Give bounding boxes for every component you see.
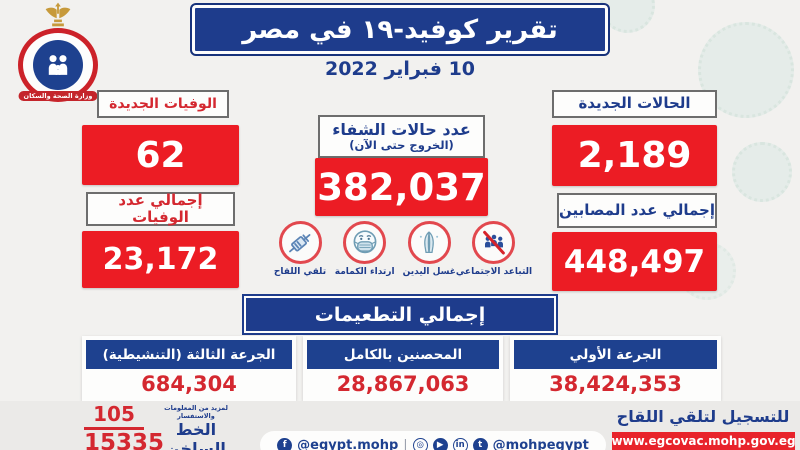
total-deaths-value: 23,172 xyxy=(82,231,239,288)
fully-vaccinated-value: 28,867,063 xyxy=(336,372,470,396)
vaccine-registration-url: www.egcovac.mohp.gov.eg xyxy=(611,432,796,450)
recovered-value: 382,037 xyxy=(315,158,488,216)
precaution-mask: ارتداء الكمامة xyxy=(334,221,396,297)
title-banner: تقرير كوفيد-١٩ في مصر xyxy=(192,5,608,54)
instagram-icon: ◎ xyxy=(412,437,428,450)
page-title: تقرير كوفيد-١٩ في مصر xyxy=(242,14,558,45)
hotline-numbers: 105 15335 xyxy=(84,402,165,450)
no-crowding-icon xyxy=(472,221,516,264)
recovered-label-main: عدد حالات الشفاء xyxy=(332,119,471,139)
new-deaths-value: 62 xyxy=(82,125,239,185)
new-deaths-label: الوفيات الجديدة xyxy=(97,90,229,118)
hotline-label: الخط الساخن xyxy=(166,420,226,450)
recovered-label: عدد حالات الشفاء (الخروج حتى الآن) xyxy=(318,115,485,158)
logo-inner-circle xyxy=(33,40,83,90)
new-cases-value: 2,189 xyxy=(552,125,717,186)
logo-ring: وزارة الصحة والسكان xyxy=(18,28,98,102)
hotline-note: لمزيد من المعلومات والاستفسار xyxy=(164,404,228,420)
facebook-icon: f xyxy=(277,437,293,450)
virus-decoration xyxy=(732,142,792,202)
new-cases-label: الحالات الجديدة xyxy=(552,90,717,118)
facebook-handle: @egypt.mohp xyxy=(297,437,399,450)
total-deaths-label: إجمالي عدد الوفيات xyxy=(86,191,235,226)
face-mask-icon xyxy=(343,221,387,264)
third-dose-label: الجرعة الثالثة (التنشيطية) xyxy=(86,340,292,369)
vaccine-syringe-icon xyxy=(278,221,322,264)
fully-vaccinated-label: المحصنين بالكامل xyxy=(307,340,499,369)
hotline-number-15335: 15335 xyxy=(84,430,165,450)
precaution-hand-washing: غسل اليدين xyxy=(398,221,460,297)
social-media-bar: f @egypt.mohp | ◎ ▶ in t @mohpegypt xyxy=(260,431,606,450)
third-dose-value: 684,304 xyxy=(141,372,237,396)
third-dose-card: الجرعة الثالثة (التنشيطية) 684,304 xyxy=(82,336,296,401)
total-cases-label: إجمالي عدد المصابين xyxy=(557,193,717,228)
eagle-of-saladin-icon xyxy=(45,2,71,27)
virus-decoration xyxy=(600,0,655,33)
recovered-label-sub: (الخروج حتى الآن) xyxy=(349,138,454,153)
precautions-row: تلقي اللقاح ارتداء الكمامة xyxy=(269,221,532,297)
precaution-social-distancing: التباعد الاجتماعي xyxy=(456,221,532,297)
vaccinations-banner: إجمالي التطعيمات xyxy=(244,296,556,333)
vaccine-registration-label: للتسجيل لتلقي اللقاح xyxy=(616,407,790,426)
hotline-number-105: 105 xyxy=(84,402,144,430)
youtube-icon: ▶ xyxy=(432,437,448,450)
family-icon xyxy=(48,55,68,75)
separator: | xyxy=(403,437,408,450)
hotline-label-block: لمزيد من المعلومات والاستفسار الخط الساخ… xyxy=(148,404,244,450)
other-social-handle: @mohpegypt xyxy=(492,437,589,450)
linkedin-icon: in xyxy=(452,437,468,450)
total-cases-value: 448,497 xyxy=(552,232,717,291)
fully-vaccinated-card: المحصنين بالكامل 28,867,063 xyxy=(303,336,503,401)
first-dose-value: 38,424,353 xyxy=(549,372,682,396)
ministry-logo: وزارة الصحة والسكان xyxy=(8,2,108,106)
report-date: 10 فبراير 2022 xyxy=(324,58,476,80)
precaution-vaccination: تلقي اللقاح xyxy=(269,221,331,297)
vaccinations-banner-label: إجمالي التطعيمات xyxy=(314,303,486,326)
first-dose-card: الجرعة الأولي 38,424,353 xyxy=(510,336,721,401)
first-dose-label: الجرعة الأولي xyxy=(514,340,717,369)
hand-washing-icon xyxy=(407,221,451,264)
twitter-icon: t xyxy=(472,437,488,450)
ministry-name-ribbon: وزارة الصحة والسكان xyxy=(18,91,98,101)
